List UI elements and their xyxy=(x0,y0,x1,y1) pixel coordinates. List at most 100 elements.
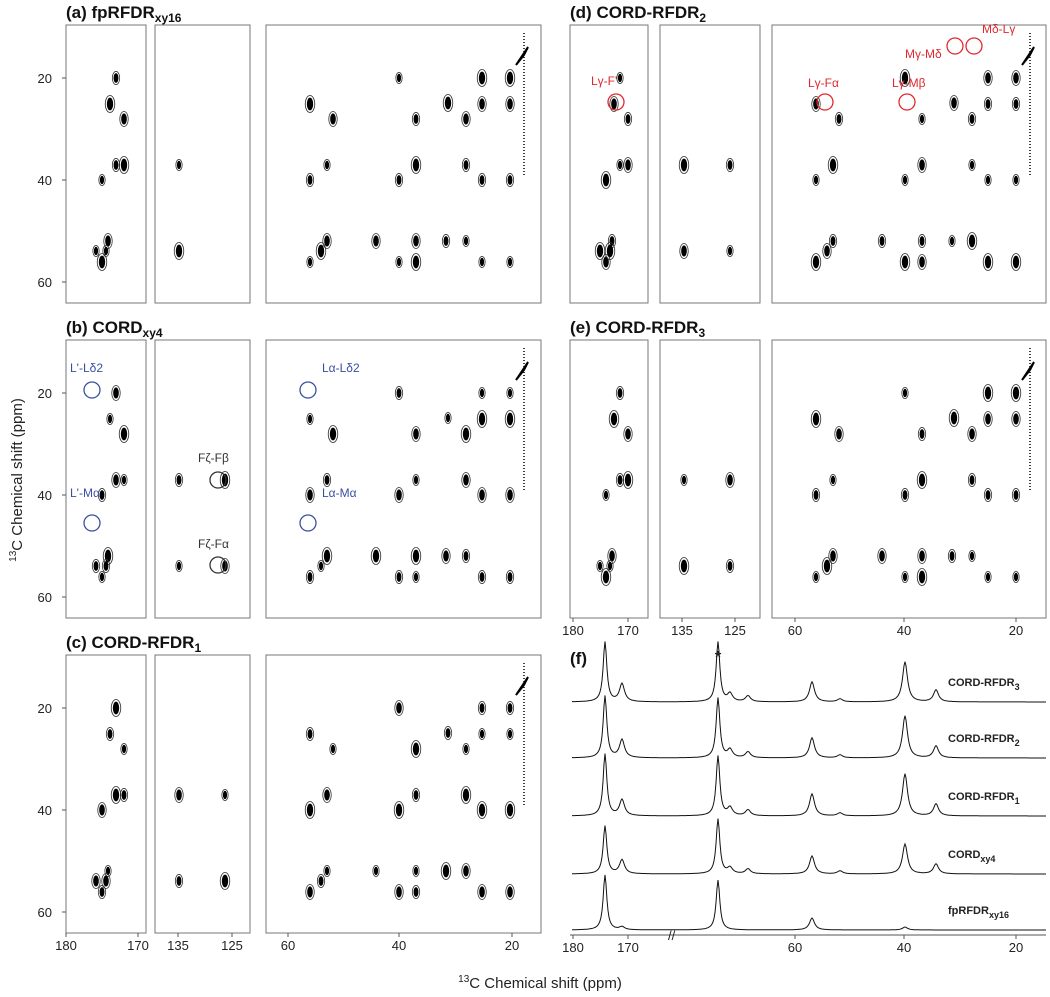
peak xyxy=(506,412,514,426)
peak xyxy=(462,427,470,441)
peak xyxy=(1013,413,1019,425)
x-tick-label: 135 xyxy=(671,623,693,638)
peak xyxy=(307,414,313,424)
x-tick-label: 20 xyxy=(505,938,519,953)
peak xyxy=(813,175,819,185)
peak-contour xyxy=(322,473,332,487)
panel-title: (b) CORDxy4 xyxy=(66,318,163,340)
peak xyxy=(985,175,991,185)
peak-contour xyxy=(411,233,421,249)
peak xyxy=(950,411,958,425)
peak-contour xyxy=(984,173,992,186)
spectrum-trace xyxy=(572,753,1046,817)
peak xyxy=(727,561,733,571)
subscript: xy16 xyxy=(155,11,182,25)
peak-contour xyxy=(609,96,619,112)
peak-contour xyxy=(1012,571,1020,584)
peak xyxy=(507,98,513,110)
diagonal xyxy=(1021,361,1035,381)
peak-contour xyxy=(968,550,976,563)
peak xyxy=(412,158,420,172)
peak-contour xyxy=(606,560,614,573)
peak-contour xyxy=(476,410,488,428)
peak-contour xyxy=(812,173,820,186)
panel-title: (a) fpRFDRxy16 xyxy=(66,3,182,25)
peak xyxy=(479,729,485,739)
peak-contour xyxy=(504,801,516,819)
peak-contour xyxy=(219,471,231,489)
subscript: xy4 xyxy=(980,854,995,864)
peak xyxy=(396,702,402,714)
diagonal xyxy=(515,676,529,696)
peak-contour xyxy=(371,233,381,249)
peak xyxy=(1013,175,1019,185)
peak xyxy=(479,175,485,185)
peak xyxy=(99,490,105,500)
annotation: Fζ-Fα xyxy=(198,537,229,551)
peak-contour xyxy=(110,786,122,804)
peak xyxy=(603,256,609,268)
peak xyxy=(329,427,337,441)
peak xyxy=(463,551,469,561)
peak-contour xyxy=(623,112,633,126)
peak xyxy=(812,412,820,426)
peak xyxy=(103,561,109,571)
peak-contour xyxy=(967,112,977,126)
peak-contour xyxy=(477,487,487,503)
peak-contour xyxy=(1011,488,1021,502)
peak-contour xyxy=(1010,253,1022,271)
peak-contour xyxy=(321,547,333,565)
peak-contour xyxy=(1010,384,1022,402)
peak-contour xyxy=(461,549,471,563)
peak-contour xyxy=(812,571,820,584)
peak xyxy=(985,572,991,582)
peak-contour xyxy=(174,787,184,803)
peak xyxy=(324,160,330,170)
peak xyxy=(625,159,631,171)
peak xyxy=(396,175,402,185)
spectrum-box xyxy=(65,24,147,304)
peak xyxy=(919,236,925,246)
peak xyxy=(625,114,631,124)
peak xyxy=(602,173,610,187)
peak-contour xyxy=(97,885,107,899)
peak xyxy=(1012,255,1020,269)
peak-contour xyxy=(119,111,129,127)
peak-contour xyxy=(442,94,454,112)
peak xyxy=(121,790,127,800)
spectrum-trace xyxy=(572,818,1046,875)
x-tick-label: 180 xyxy=(55,938,77,953)
x-tick-label: 20 xyxy=(1009,940,1023,955)
annotation-circle xyxy=(83,514,101,532)
peak-contour xyxy=(506,255,514,268)
peak xyxy=(330,744,336,754)
title-text: fpRFDR xyxy=(948,905,989,917)
peak-contour xyxy=(322,787,332,803)
peak-contour xyxy=(394,570,404,584)
spectrum-box xyxy=(265,654,542,934)
peak-contour xyxy=(101,559,111,573)
peak-contour xyxy=(461,863,471,879)
peak xyxy=(507,572,513,582)
peak-contour xyxy=(616,72,624,85)
peak xyxy=(373,235,379,247)
peak-contour xyxy=(106,412,114,425)
peak xyxy=(306,97,314,111)
peak-contour xyxy=(329,743,337,756)
peak-contour xyxy=(175,560,183,573)
peak-contour xyxy=(505,884,515,900)
peak xyxy=(479,257,485,267)
axis-break: // xyxy=(668,928,676,943)
peak-contour xyxy=(104,95,116,113)
peak xyxy=(413,866,419,876)
peak xyxy=(985,413,991,425)
peak-contour xyxy=(221,789,229,802)
peak-contour xyxy=(98,571,106,584)
peak-contour xyxy=(983,97,993,111)
peak xyxy=(479,572,485,582)
spectrum-box xyxy=(569,339,649,619)
peak xyxy=(596,244,604,258)
peak-contour xyxy=(616,158,624,171)
peak-contour xyxy=(92,244,100,257)
annotation-circle xyxy=(83,381,101,399)
